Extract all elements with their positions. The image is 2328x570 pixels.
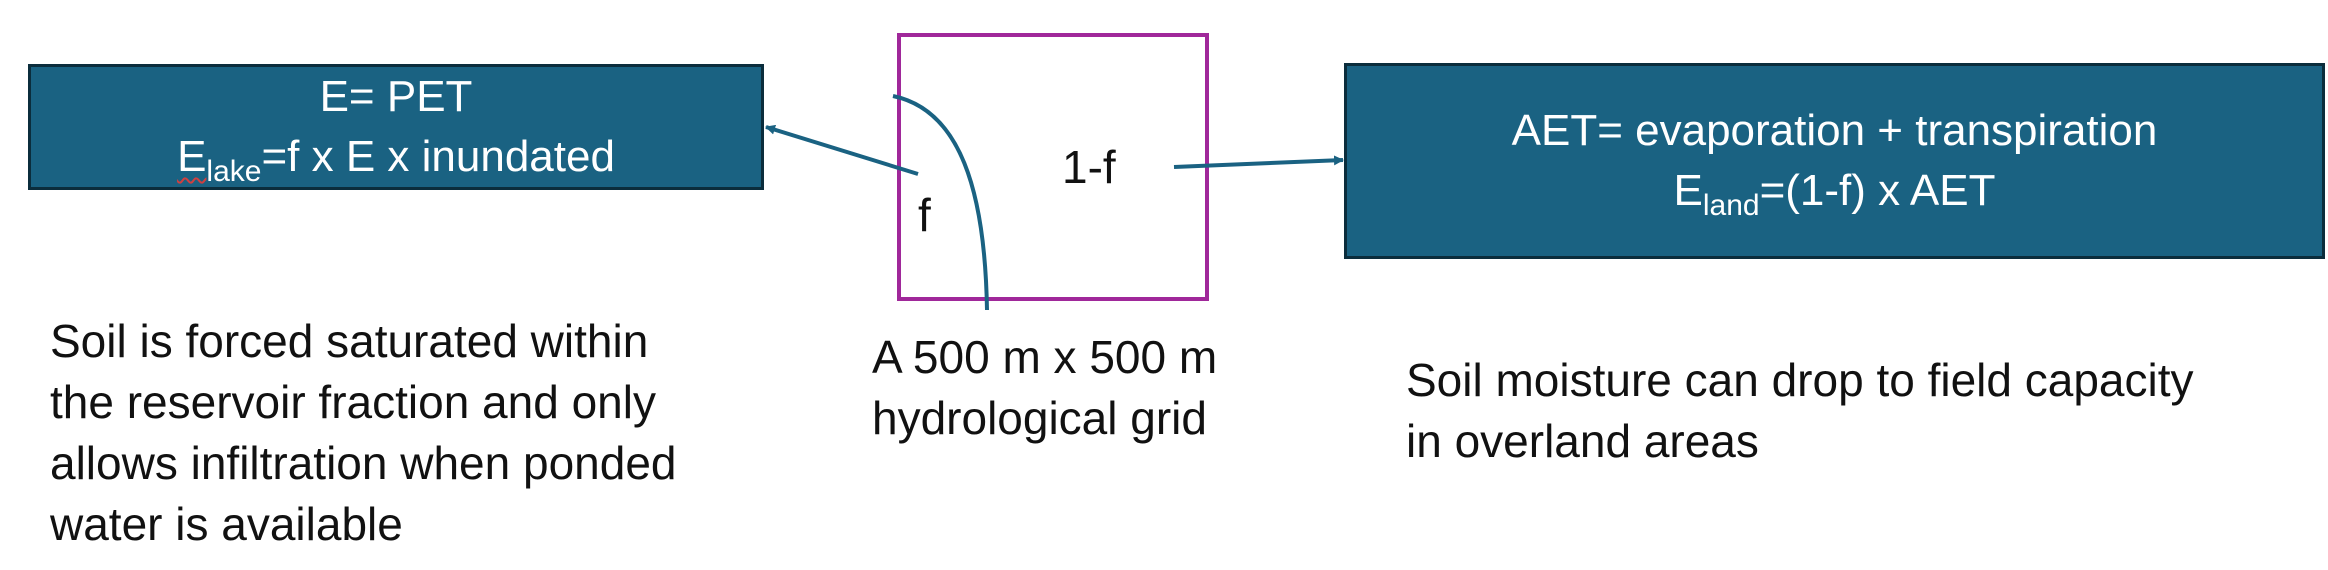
lake-subscript: lake [206,155,262,188]
arrow-to-land-evaporation [1173,155,1344,169]
caption-line: allows infiltration when ponded [50,437,677,489]
land-subscript: land [1702,189,1760,222]
arrow-to-lake-evaporation [765,124,919,176]
caption-line: water is available [50,498,403,550]
grid-caption: A 500 m x 500 m hydrological grid [872,327,1217,449]
caption-line: Soil is forced saturated within [50,315,649,367]
reservoir-fraction-label: f [918,189,931,241]
land-fraction-label: 1-f [1062,141,1116,193]
land-evaporation-equation: Eland=(1-f) x AET [1673,161,1995,221]
lake-evaporation-box: E= PET Elake=f x E x inundated [28,64,764,190]
reservoir-fraction-divider [892,94,989,311]
caption-line: Soil moisture can drop to field capacity [1406,354,2194,406]
lake-evaporation-equation: Elake=f x E x inundated [177,127,615,187]
caption-line: in overland areas [1406,415,1759,467]
lake-evaporation-var: E [177,132,207,181]
land-aet-definition: AET= evaporation + transpiration [1511,106,2158,155]
lake-evaporation-symbol: Elake [177,132,261,187]
lake-evaporation-pet-line: E= PET [319,72,473,121]
caption-line: A 500 m x 500 m [872,331,1218,383]
land-evaporation-var: E [1673,166,1703,215]
caption-line: hydrological grid [872,392,1207,444]
reservoir-soil-caption: Soil is forced saturated within the rese… [50,311,677,555]
land-evaporation-box: AET= evaporation + transpiration Eland=(… [1344,63,2325,259]
lake-equation-rhs: =f x E x inundated [261,132,615,181]
caption-line: the reservoir fraction and only [50,376,656,428]
land-equation-rhs: =(1-f) x AET [1759,166,1996,215]
grid-cell-square [897,33,1209,301]
overland-soil-caption: Soil moisture can drop to field capacity… [1406,350,2194,472]
